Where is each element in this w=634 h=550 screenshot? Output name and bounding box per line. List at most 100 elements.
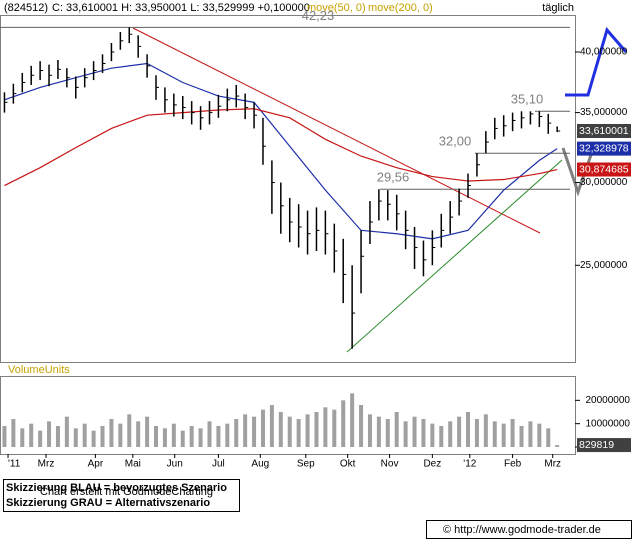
scenario-blue [565, 26, 628, 97]
volume-bar [269, 405, 274, 447]
volume-bar [528, 421, 533, 447]
volume-bar [2, 426, 7, 447]
volume-bar [162, 428, 167, 447]
volume-bar [492, 421, 497, 447]
volume-bar [82, 423, 87, 447]
volume-bar [171, 423, 176, 447]
volume-bar [91, 430, 96, 447]
volume-bar [198, 428, 203, 447]
y-tick-label: 20000000 [586, 395, 631, 406]
level-label: 42,23 [302, 8, 335, 23]
volume-bar [359, 405, 364, 447]
last-value-label: 30,874685 [579, 163, 629, 175]
level-label: 35,10 [511, 92, 544, 107]
volume-bar [154, 426, 159, 447]
volume-bar [278, 412, 283, 447]
y-tick-label: 10000000 [586, 418, 631, 429]
volume-bar [225, 423, 230, 447]
last-value-box [577, 438, 631, 453]
x-tick-label: Mrz [544, 459, 561, 470]
volume-bar [448, 421, 453, 447]
volume-bar [29, 423, 34, 447]
volume-bar [412, 416, 417, 447]
last-value-box [577, 141, 631, 156]
volume-bar [403, 421, 408, 447]
volume-bar [555, 445, 560, 447]
volume-bar [350, 393, 355, 447]
volume-bar [341, 400, 346, 447]
volume-bar [287, 416, 292, 447]
volume-bar [421, 419, 426, 447]
x-tick-label: Sep [297, 459, 315, 470]
volume-bar [11, 419, 16, 447]
volume-bar [546, 428, 551, 447]
volume-bar [305, 414, 310, 447]
volume-bar [127, 414, 132, 447]
legend-box [3, 479, 240, 512]
volume-bar [367, 414, 372, 447]
volume-bar [332, 409, 337, 447]
x-tick-label: Aug [251, 459, 269, 470]
credit: Chart erstellt mit GodmodeCharting [40, 486, 213, 498]
volume-bar [73, 428, 78, 447]
volume-title: VolumeUnits [8, 364, 70, 376]
volume-bar [519, 426, 524, 447]
x-tick-label: Dez [423, 459, 441, 470]
volume-bar [296, 419, 301, 447]
volume-bar [100, 426, 105, 447]
symbol: (824512) [4, 2, 48, 14]
y-tick-label: 35,000000 [580, 107, 628, 118]
volume-bar [38, 430, 43, 447]
volume-bar [207, 421, 212, 447]
x-tick-label: '12 [463, 459, 476, 470]
volume-bar [109, 419, 114, 447]
trend-line [132, 27, 541, 234]
volume-bar [145, 416, 150, 447]
level-label: 29,56 [377, 170, 410, 185]
y-tick-label: 30,000000 [580, 177, 628, 188]
y-tick-label: 25,000000 [580, 260, 628, 271]
volume-bar [314, 412, 319, 447]
volume-bar [64, 416, 69, 447]
quote: C: 33,610001 H: 33,950001 L: 33,529999 +… [52, 2, 310, 14]
x-tick-label: Okt [340, 459, 356, 470]
volume-bar [20, 428, 25, 447]
last-value-box [577, 162, 631, 177]
volume-bar [466, 412, 471, 447]
url-box [426, 520, 632, 539]
volume-bar [243, 414, 248, 447]
x-tick-label: Feb [504, 459, 522, 470]
x-tick-label: Mai [125, 459, 141, 470]
volume-bar [385, 419, 390, 447]
y-tick-label: 40,000000 [580, 47, 628, 58]
url: © http://www.godmode-trader.de [443, 524, 601, 536]
volume-bar [537, 423, 542, 447]
volume-bar [376, 416, 381, 447]
volume-bar [136, 421, 141, 447]
volume-bar [180, 430, 185, 447]
legend-text: Skizzierung BLAU = bevorzugtes Szenario [6, 482, 227, 494]
volume-bar [189, 426, 194, 447]
trend-line [346, 159, 563, 353]
volume-bar [483, 414, 488, 447]
x-tick-label: Mrz [38, 459, 55, 470]
volume-bar [216, 426, 221, 447]
ma-label: move(50, 0) [307, 2, 366, 14]
volume-bar [501, 423, 506, 447]
volume-bar [439, 426, 444, 447]
level-label: 32,00 [439, 134, 472, 149]
volume-bar [394, 412, 399, 447]
ma-label: move(200, 0) [368, 2, 433, 14]
period: täglich [542, 2, 574, 14]
volume-bar [260, 409, 265, 447]
volume-bar [323, 407, 328, 447]
last-value-label: 32,328978 [579, 142, 629, 154]
x-tick-label: '11 [8, 459, 21, 470]
last-value-box [577, 123, 631, 138]
ma-line [4, 108, 558, 187]
volume-bar [55, 426, 60, 447]
x-tick-label: Jun [167, 459, 183, 470]
x-tick-label: Apr [88, 459, 104, 470]
x-tick-label: Jul [212, 459, 225, 470]
volume-panel [0, 376, 576, 455]
